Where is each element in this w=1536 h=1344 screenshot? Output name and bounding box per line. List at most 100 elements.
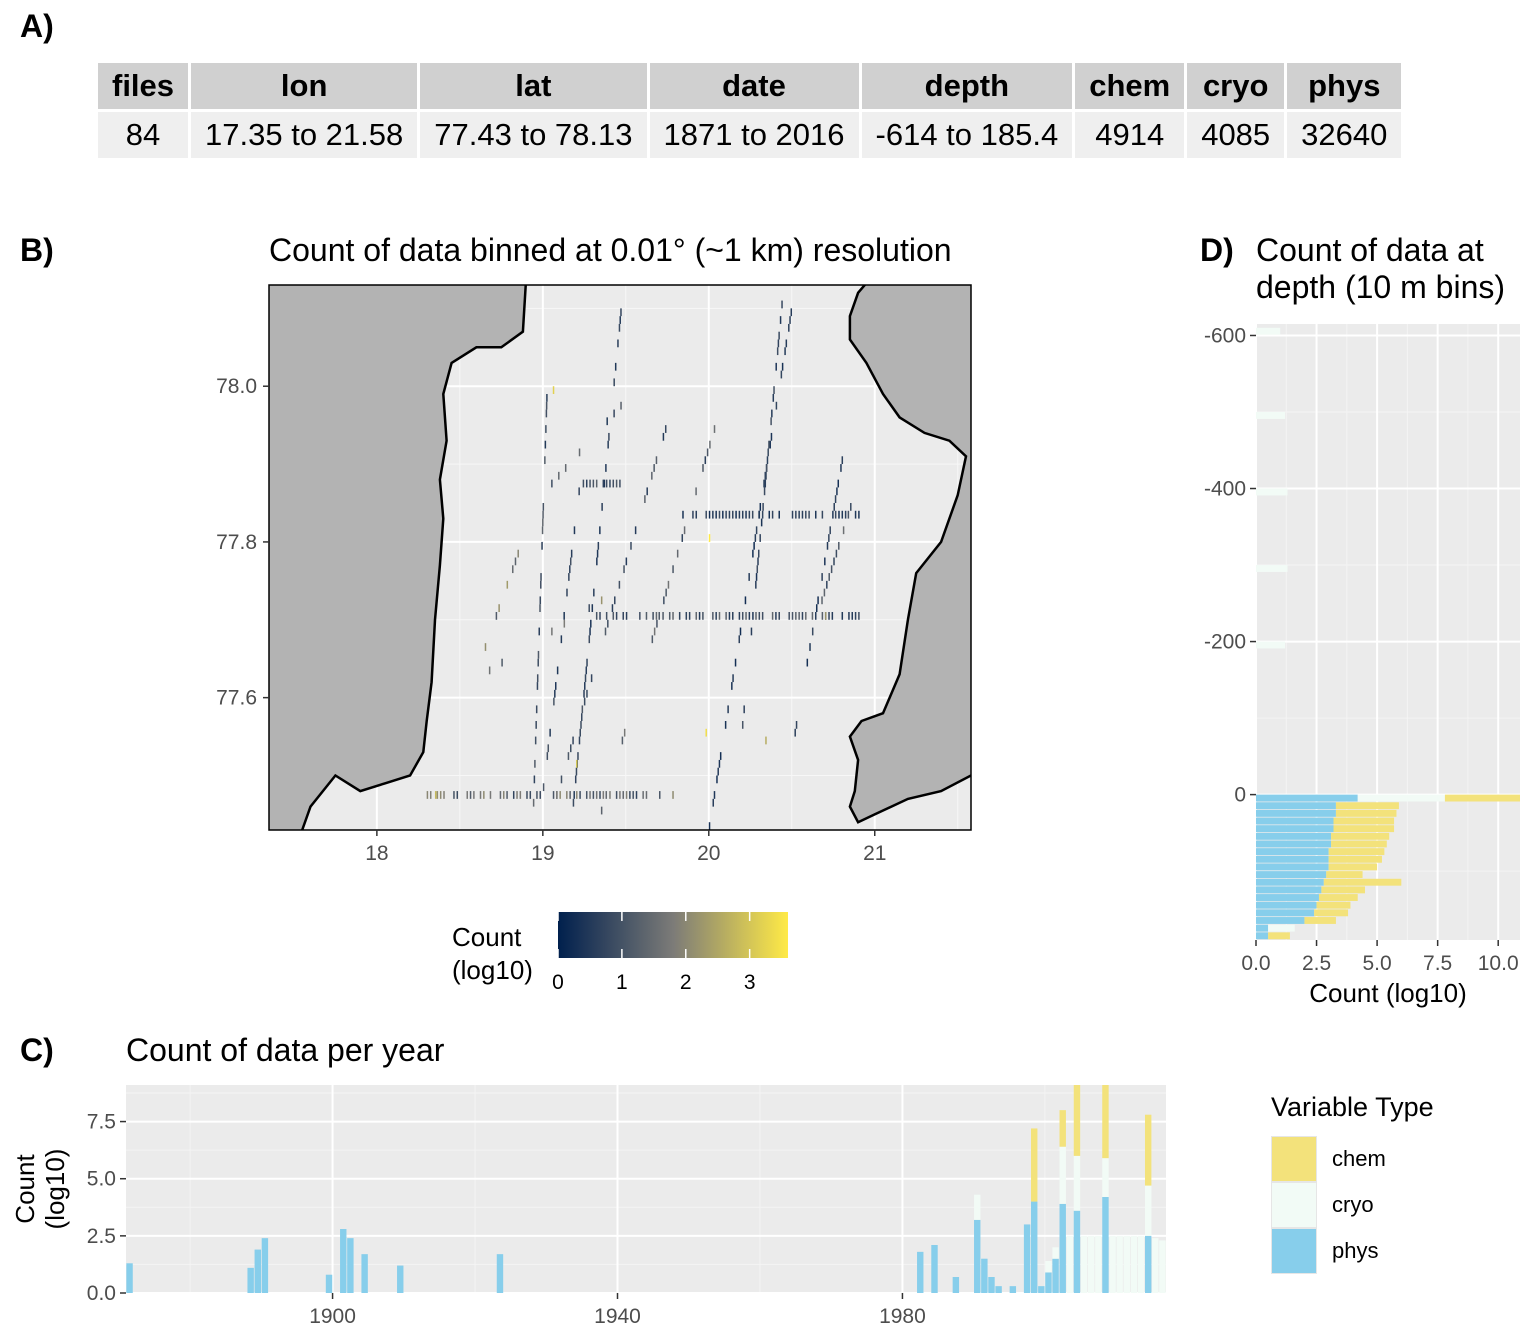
map-data-cell (605, 464, 607, 472)
map-data-cell (564, 464, 567, 472)
year-bar-phys (1102, 1197, 1109, 1293)
map-data-cell (702, 464, 704, 472)
map-data-cell (752, 549, 754, 558)
map-data-cell (724, 721, 727, 729)
map-data-cell (754, 534, 757, 542)
map-data-cell (764, 471, 767, 480)
map-data-cell (761, 510, 764, 519)
table-header-phys: phys (1287, 63, 1402, 109)
map-data-cell (651, 635, 654, 644)
map-data-cell (544, 440, 547, 449)
map-data-cell (838, 510, 840, 519)
map-data-cell (709, 440, 711, 449)
depth-bar-phys (1256, 878, 1324, 886)
map-data-cell (605, 479, 608, 488)
map-data-cell (570, 549, 573, 558)
map-data-cell (765, 736, 767, 745)
depth-bar-chem (1335, 802, 1399, 810)
map-data-cell (630, 541, 632, 550)
year-bar-phys (1031, 1201, 1038, 1293)
map-data-cell (605, 791, 608, 799)
map-data-cell (712, 510, 714, 519)
map-data-cell (738, 612, 741, 620)
colorbar-tick-label: 2 (680, 971, 692, 994)
depth-bar-phys (1256, 809, 1336, 817)
map-data-cell (591, 604, 594, 612)
map-data-cell (605, 612, 608, 620)
year-x-tick-label: 1940 (594, 1305, 641, 1328)
year-bar-phys (496, 1254, 504, 1293)
map-data-cell (847, 510, 850, 519)
map-data-cell (718, 510, 721, 519)
map-data-cell (585, 666, 588, 675)
legend-item-chem: chem (1271, 1136, 1434, 1182)
table-cell-lat: 77.43 to 78.13 (420, 112, 647, 158)
map-data-cell (539, 791, 542, 799)
map-data-cell (581, 713, 583, 721)
map-data-cell (620, 401, 622, 410)
map-data-cell (798, 612, 800, 620)
table-header-chem: chem (1075, 63, 1185, 109)
map-data-cell (623, 728, 626, 737)
map-data-cell (712, 798, 715, 807)
map-data-cell (763, 487, 766, 496)
year-bar-phys (397, 1265, 404, 1293)
map-data-cell (453, 791, 455, 799)
map-data-cell (579, 728, 581, 737)
map-data-cell (595, 612, 598, 620)
map-data-cell (516, 791, 518, 799)
map-data-cell (817, 596, 819, 605)
year-bar-phys (1073, 1210, 1081, 1293)
year-bar-cryo (1109, 1235, 1116, 1293)
map-data-cell (762, 503, 764, 511)
map-data-cell (798, 510, 800, 519)
map-data-cell (652, 612, 654, 620)
map-data-cell (556, 791, 558, 799)
map-data-cell (484, 643, 487, 651)
map-data-cell (712, 612, 714, 620)
map-data-cell (612, 612, 615, 620)
map-data-cell (519, 791, 522, 799)
map-data-cell (588, 635, 591, 644)
map-data-cell (595, 479, 598, 488)
map-data-cell (683, 526, 686, 535)
map-data-cell (503, 791, 505, 799)
year-bar-cryo (1045, 1261, 1052, 1273)
map-data-cell (534, 736, 537, 745)
year-y-axis-title-line: Count (10, 1154, 40, 1224)
map-data-cell (850, 503, 852, 511)
map-data-cell (842, 526, 845, 535)
map-data-cell (609, 791, 611, 799)
map-data-cell (545, 425, 547, 433)
colorbar-tick-label: 0 (552, 971, 564, 994)
map-data-cell (554, 689, 556, 698)
map-data-cell (708, 510, 711, 519)
map-data-cell (560, 635, 563, 644)
map-data-cell (499, 791, 502, 799)
legend-title: Variable Type (1271, 1092, 1434, 1122)
year-bar-phys (261, 1238, 269, 1293)
colorbar-tick-label: 3 (744, 971, 756, 994)
depth-bar-chem (1321, 886, 1365, 894)
year-bar-chem (1031, 1128, 1038, 1202)
map-data-cell (780, 370, 783, 379)
map-data-cell (739, 627, 742, 636)
map-data-cell (695, 487, 697, 496)
land-east (849, 285, 971, 830)
map-data-cell (668, 612, 671, 620)
map-data-cell (828, 612, 830, 620)
map-data-cell (705, 510, 707, 519)
map-data-cell (732, 612, 734, 620)
map-data-cell (572, 798, 575, 807)
map-data-cell (590, 619, 592, 628)
map-data-cell (821, 612, 824, 620)
year-bar-phys (1045, 1272, 1052, 1293)
map-data-cell (542, 518, 544, 527)
map-data-cell (603, 479, 606, 488)
map-data-cell (456, 791, 459, 799)
map-data-cell (539, 604, 541, 612)
map-data-cell (765, 471, 767, 480)
table-header-cryo: cryo (1187, 63, 1285, 109)
depth-bar-cryo (1256, 488, 1288, 496)
map-data-cell (577, 752, 579, 760)
